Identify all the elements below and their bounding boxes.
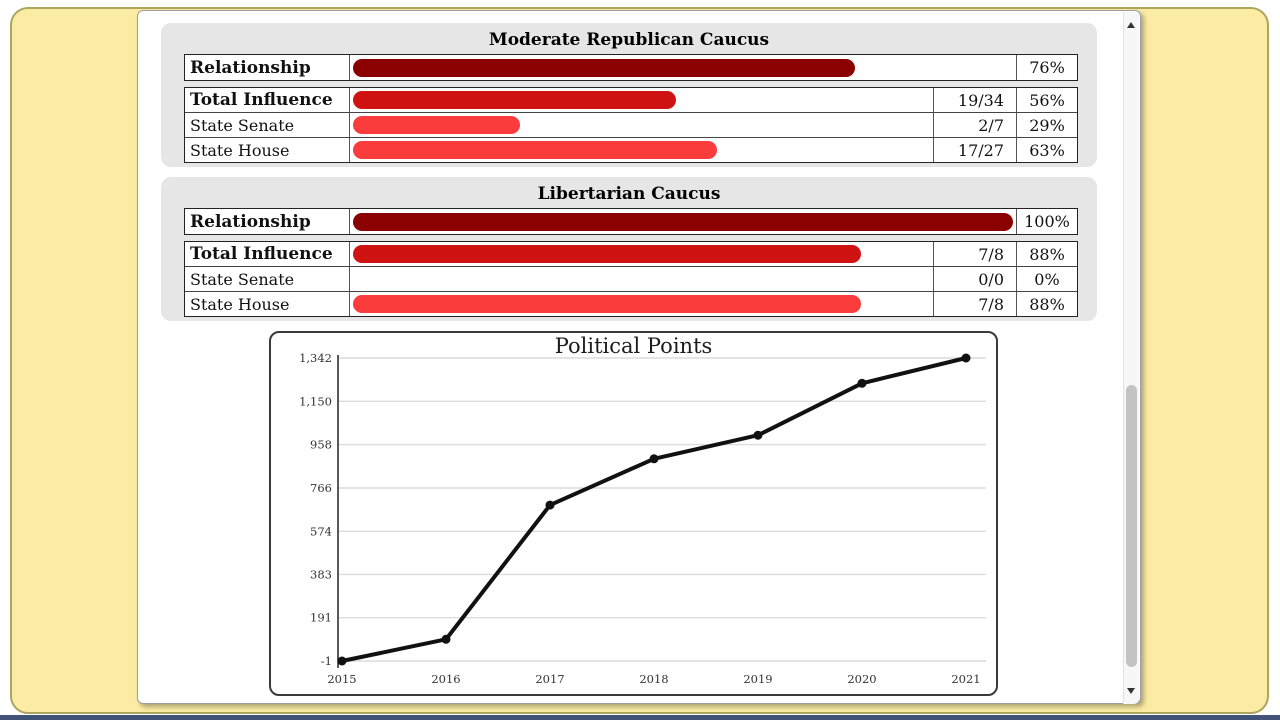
chart-title: Political Points: [554, 334, 713, 358]
bottom-bar: [0, 715, 1280, 720]
svg-text:1,150: 1,150: [299, 394, 332, 408]
political-points-chart-box: Political Points -1 191 383 574 766 958 1,150 1…: [269, 331, 998, 696]
caucus-panel-libertarian: Libertarian Caucus Relationship 100% Tot…: [161, 177, 1097, 321]
influence-bar-track: [349, 242, 933, 266]
svg-text:766: 766: [310, 481, 332, 495]
svg-text:958: 958: [310, 438, 332, 452]
row-label: State House: [190, 140, 290, 160]
relationship-bar-track: [349, 209, 1016, 234]
relationship-percent: 76%: [1016, 55, 1077, 80]
seat-fraction: 17/27: [933, 138, 1016, 162]
seat-fraction: 7/8: [933, 292, 1016, 316]
seat-fraction: 7/8: [933, 242, 1016, 266]
total-influence-bar: [353, 245, 861, 263]
svg-text:2015: 2015: [327, 672, 356, 686]
influence-bar-track: [349, 267, 933, 291]
relationship-percent: 100%: [1016, 209, 1077, 234]
row-label: State House: [190, 294, 290, 314]
relationship-bar-track: [349, 55, 1016, 80]
state-house-row: State House 17/27 63%: [185, 137, 1077, 162]
scroll-down-button[interactable]: [1127, 688, 1135, 694]
scrollbar-thumb[interactable]: [1126, 385, 1137, 667]
relationship-table: Relationship 76%: [184, 54, 1078, 81]
influence-percent: 29%: [1016, 113, 1077, 137]
row-label: Relationship: [190, 57, 311, 78]
svg-text:191: 191: [310, 611, 332, 625]
svg-text:2020: 2020: [847, 672, 876, 686]
row-label: Relationship: [190, 211, 311, 232]
state-house-bar: [353, 295, 861, 313]
influence-bar-track: [349, 292, 933, 316]
seat-fraction: 2/7: [933, 113, 1016, 137]
svg-text:2019: 2019: [743, 672, 772, 686]
caucus-panel-moderate-republican: Moderate Republican Caucus Relationship …: [161, 23, 1097, 167]
seat-fraction: 0/0: [933, 267, 1016, 291]
caucus-title: Libertarian Caucus: [537, 184, 721, 204]
total-influence-row: Total Influence 19/34 56%: [185, 88, 1077, 112]
influence-bar-track: [349, 113, 933, 137]
relationship-bar: [353, 212, 1013, 231]
relationship-row: Relationship 76%: [185, 55, 1077, 80]
state-senate-bar: [353, 116, 521, 134]
state-senate-row: State Senate 2/7 29%: [185, 112, 1077, 137]
state-house-row: State House 7/8 88%: [185, 291, 1077, 316]
total-influence-bar: [353, 91, 677, 109]
svg-text:574: 574: [310, 524, 332, 538]
svg-text:2018: 2018: [639, 672, 668, 686]
influence-table: Total Influence 19/34 56% State Senate 2…: [184, 87, 1078, 163]
svg-text:2021: 2021: [951, 672, 980, 686]
svg-text:1,342: 1,342: [299, 351, 332, 365]
political-points-chart: -1 191 383 574 766 958 1,150 1,342 2015 2016 2017 2…: [299, 351, 986, 686]
svg-text:2017: 2017: [535, 672, 564, 686]
row-label: State Senate: [190, 269, 295, 289]
influence-table: Total Influence 7/8 88% State Senate 0/0…: [184, 241, 1078, 317]
row-label: Total Influence: [190, 90, 333, 110]
influence-percent: 88%: [1016, 292, 1077, 316]
svg-text:2016: 2016: [431, 672, 460, 686]
influence-bar-track: [349, 138, 933, 162]
influence-percent: 63%: [1016, 138, 1077, 162]
row-label: State Senate: [190, 115, 295, 135]
influence-percent: 0%: [1016, 267, 1077, 291]
relationship-bar: [353, 58, 855, 77]
state-senate-row: State Senate 0/0 0%: [185, 266, 1077, 291]
content-panel: Moderate Republican Caucus Relationship …: [137, 10, 1141, 704]
scrollbar[interactable]: [1123, 12, 1139, 704]
state-house-bar: [353, 141, 717, 159]
seat-fraction: 19/34: [933, 88, 1016, 112]
scroll-up-button[interactable]: [1127, 22, 1135, 28]
caucus-title: Moderate Republican Caucus: [488, 30, 770, 50]
svg-text:-1: -1: [321, 654, 332, 668]
influence-percent: 88%: [1016, 242, 1077, 266]
influence-bar-track: [349, 88, 933, 112]
relationship-table: Relationship 100%: [184, 208, 1078, 235]
influence-percent: 56%: [1016, 88, 1077, 112]
relationship-row: Relationship 100%: [185, 209, 1077, 234]
total-influence-row: Total Influence 7/8 88%: [185, 242, 1077, 266]
svg-text:383: 383: [310, 567, 332, 581]
row-label: Total Influence: [190, 244, 333, 264]
